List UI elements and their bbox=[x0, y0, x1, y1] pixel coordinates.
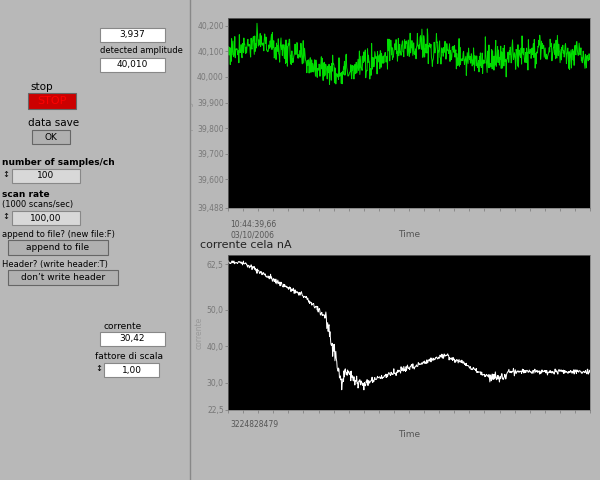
Text: ↕: ↕ bbox=[95, 364, 102, 373]
FancyBboxPatch shape bbox=[100, 28, 165, 42]
FancyBboxPatch shape bbox=[12, 211, 80, 225]
Text: 100: 100 bbox=[37, 171, 55, 180]
Text: Time: Time bbox=[398, 430, 420, 439]
Text: append to file? (new file:F): append to file? (new file:F) bbox=[2, 230, 115, 239]
FancyBboxPatch shape bbox=[8, 270, 118, 285]
Text: 40,010: 40,010 bbox=[117, 60, 148, 70]
Text: data save: data save bbox=[28, 118, 79, 128]
Y-axis label: campo magnetico: campo magnetico bbox=[185, 79, 194, 147]
Text: append to file: append to file bbox=[26, 243, 89, 252]
FancyBboxPatch shape bbox=[32, 130, 70, 144]
Text: stop: stop bbox=[30, 82, 53, 92]
Text: number of samples/ch: number of samples/ch bbox=[2, 158, 115, 167]
Text: ↕: ↕ bbox=[2, 170, 9, 179]
FancyBboxPatch shape bbox=[8, 240, 108, 255]
FancyBboxPatch shape bbox=[100, 332, 165, 346]
Text: 3224828479: 3224828479 bbox=[230, 420, 278, 429]
FancyBboxPatch shape bbox=[12, 169, 80, 183]
Text: corrente: corrente bbox=[103, 322, 141, 331]
FancyBboxPatch shape bbox=[28, 93, 76, 109]
Text: 10:44:39,66
03/10/2006: 10:44:39,66 03/10/2006 bbox=[230, 220, 276, 240]
Text: 1,00: 1,00 bbox=[121, 365, 142, 374]
Text: don’t write header: don’t write header bbox=[21, 273, 105, 282]
Text: detected amplitude: detected amplitude bbox=[100, 46, 183, 55]
Text: corrente cela nA: corrente cela nA bbox=[200, 240, 292, 250]
Text: fattore di scala: fattore di scala bbox=[95, 352, 163, 361]
Text: (1000 scans/sec): (1000 scans/sec) bbox=[2, 200, 73, 209]
Text: 100,00: 100,00 bbox=[30, 214, 62, 223]
FancyBboxPatch shape bbox=[100, 58, 165, 72]
Y-axis label: corrente: corrente bbox=[195, 316, 204, 348]
Text: scan rate: scan rate bbox=[2, 190, 50, 199]
Text: ↕: ↕ bbox=[2, 212, 9, 221]
Text: OK: OK bbox=[44, 132, 58, 142]
Text: 3,937: 3,937 bbox=[119, 31, 145, 39]
FancyBboxPatch shape bbox=[104, 363, 159, 377]
Text: Time: Time bbox=[398, 230, 420, 239]
Text: Header? (write header:T): Header? (write header:T) bbox=[2, 260, 108, 269]
Text: STOP: STOP bbox=[37, 96, 67, 106]
Text: 30,42: 30,42 bbox=[120, 335, 145, 344]
